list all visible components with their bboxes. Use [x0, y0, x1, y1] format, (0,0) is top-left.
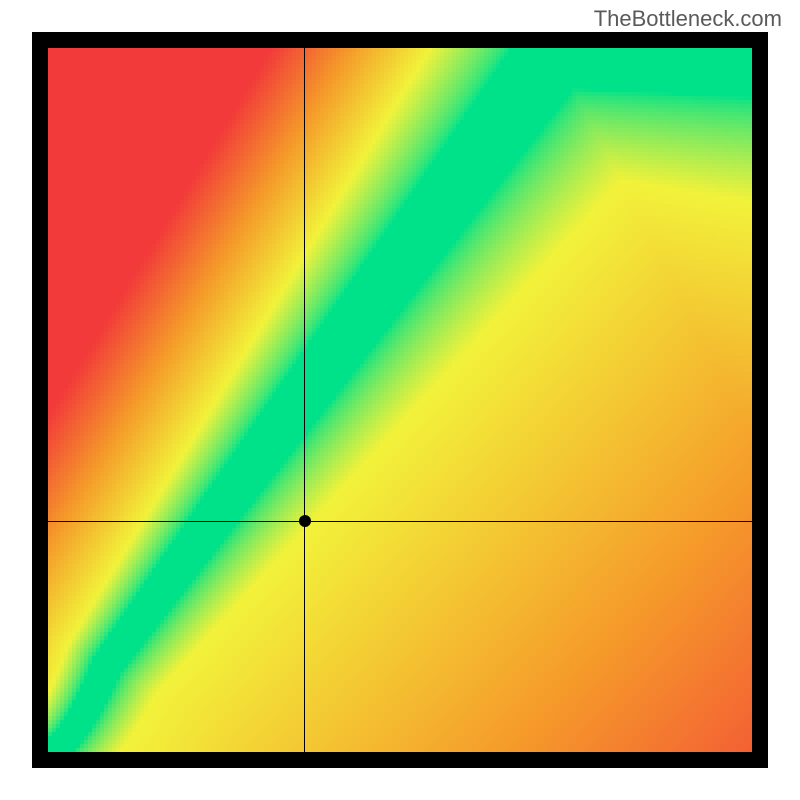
chart-container: TheBottleneck.com	[0, 0, 800, 800]
attribution-label: TheBottleneck.com	[594, 6, 782, 32]
bottleneck-heatmap	[48, 48, 752, 752]
crosshair-vertical	[304, 48, 305, 752]
crosshair-horizontal	[48, 521, 752, 522]
selection-marker-dot	[299, 515, 311, 527]
